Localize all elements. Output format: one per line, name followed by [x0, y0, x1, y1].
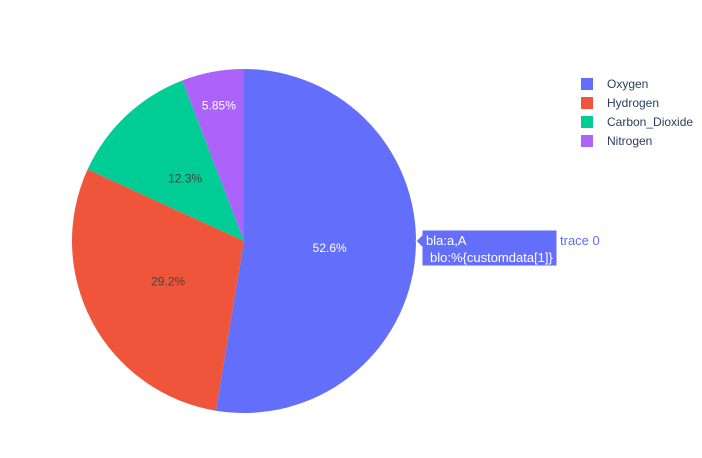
hover-line-2: blo:%{customdata[1]} [430, 250, 554, 265]
pie-slice-label-carbon-dioxide: 12.3% [168, 171, 202, 185]
legend-swatch-oxygen [581, 78, 593, 90]
legend-item-oxygen[interactable]: Oxygen [581, 77, 648, 91]
legend-item-carbon-dioxide[interactable]: Carbon_Dioxide [581, 115, 693, 129]
hover-trace-name: trace 0 [560, 233, 600, 248]
hover-tooltip: bla:a,A blo:%{customdata[1]} trace 0 [415, 229, 600, 267]
legend-item-hydrogen[interactable]: Hydrogen [581, 96, 659, 110]
pie-slice-hydrogen[interactable] [71, 169, 244, 411]
legend-swatch-carbon-dioxide [581, 116, 593, 128]
legend-label-nitrogen: Nitrogen [607, 134, 652, 148]
pie-slices [71, 69, 416, 414]
pie-slice-labels: 52.6% 29.2% 12.3% 5.85% [151, 99, 347, 289]
pie-slice-label-oxygen: 52.6% [313, 241, 347, 255]
pie-slice-oxygen[interactable] [215, 69, 416, 414]
legend-label-carbon-dioxide: Carbon_Dioxide [607, 115, 693, 129]
legend-swatch-nitrogen [581, 135, 593, 147]
hover-line-1: bla:a,A [426, 233, 467, 248]
pie-slice-label-nitrogen: 5.85% [202, 99, 236, 113]
legend-label-hydrogen: Hydrogen [607, 96, 659, 110]
legend-item-nitrogen[interactable]: Nitrogen [581, 134, 652, 148]
legend-swatch-hydrogen [581, 97, 593, 109]
legend-label-oxygen: Oxygen [607, 77, 648, 91]
pie-slice-carbon-dioxide[interactable] [87, 80, 245, 241]
pie-slice-label-hydrogen: 29.2% [151, 274, 185, 288]
hover-tooltip-box [415, 229, 558, 267]
legend: Oxygen Hydrogen Carbon_Dioxide Nitrogen [581, 77, 693, 148]
pie-slice-nitrogen[interactable] [182, 69, 244, 241]
